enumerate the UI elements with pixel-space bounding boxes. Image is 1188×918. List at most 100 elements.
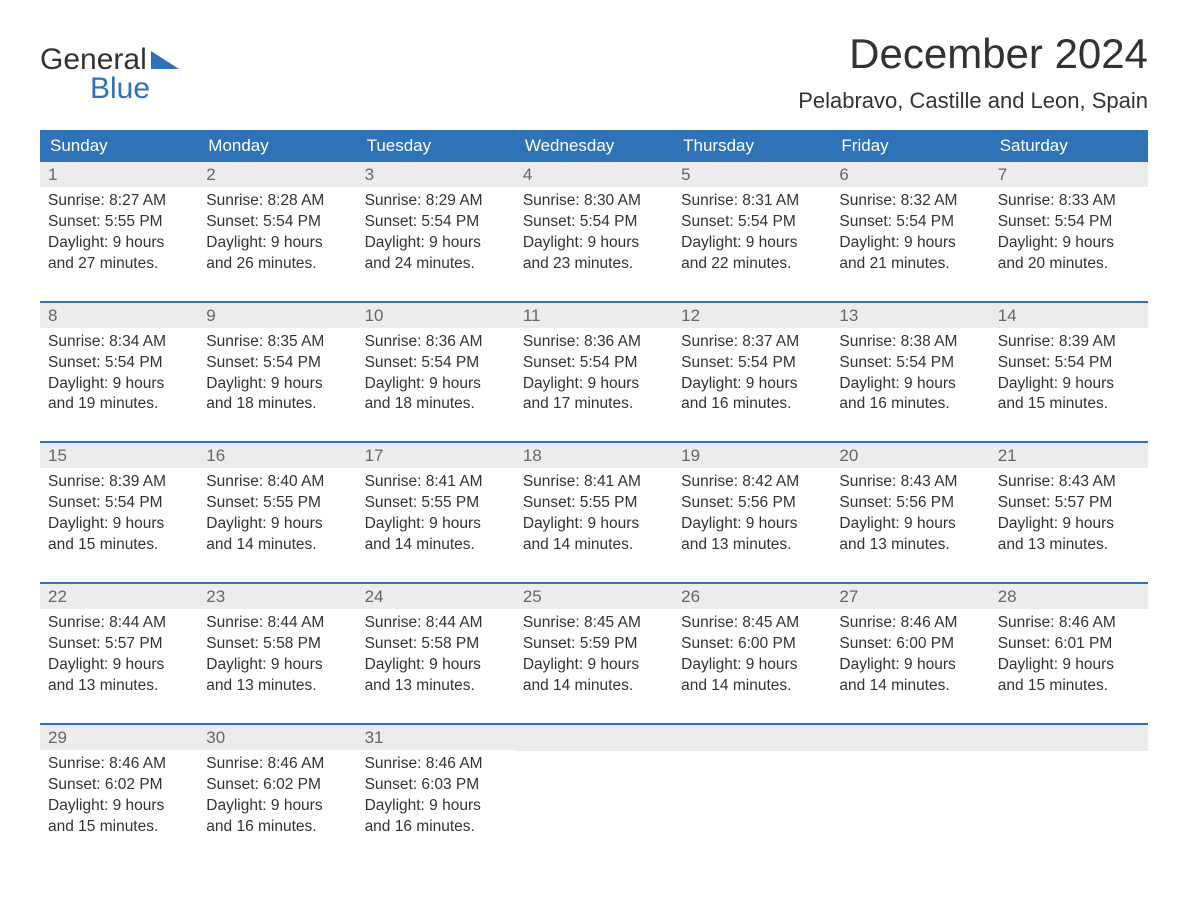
day-content: Sunrise: 8:46 AMSunset: 6:00 PMDaylight:… <box>831 609 989 705</box>
daylight-line1: Daylight: 9 hours <box>839 374 981 395</box>
day-content: Sunrise: 8:36 AMSunset: 5:54 PMDaylight:… <box>357 328 515 424</box>
empty-day-bar <box>673 725 831 751</box>
day-number: 10 <box>357 303 515 328</box>
week-row: 22Sunrise: 8:44 AMSunset: 5:57 PMDayligh… <box>40 582 1148 705</box>
sunrise-line: Sunrise: 8:39 AM <box>998 332 1140 353</box>
sunrise-line: Sunrise: 8:35 AM <box>206 332 348 353</box>
day-content: Sunrise: 8:45 AMSunset: 6:00 PMDaylight:… <box>673 609 831 705</box>
daylight-line1: Daylight: 9 hours <box>839 655 981 676</box>
day-header-thursday: Thursday <box>673 130 831 162</box>
daylight-line2: and 14 minutes. <box>839 676 981 697</box>
day-number: 27 <box>831 584 989 609</box>
day-number: 26 <box>673 584 831 609</box>
daylight-line1: Daylight: 9 hours <box>523 233 665 254</box>
sunset-line: Sunset: 5:58 PM <box>365 634 507 655</box>
daylight-line2: and 20 minutes. <box>998 254 1140 275</box>
day-number: 20 <box>831 443 989 468</box>
day-header-friday: Friday <box>831 130 989 162</box>
sunset-line: Sunset: 6:02 PM <box>206 775 348 796</box>
day-number: 28 <box>990 584 1148 609</box>
daylight-line1: Daylight: 9 hours <box>523 655 665 676</box>
daylight-line2: and 16 minutes. <box>839 394 981 415</box>
day-content: Sunrise: 8:32 AMSunset: 5:54 PMDaylight:… <box>831 187 989 283</box>
day-cell: 1Sunrise: 8:27 AMSunset: 5:55 PMDaylight… <box>40 162 198 283</box>
day-header-monday: Monday <box>198 130 356 162</box>
day-cell: 18Sunrise: 8:41 AMSunset: 5:55 PMDayligh… <box>515 443 673 564</box>
day-number: 18 <box>515 443 673 468</box>
day-cell: 4Sunrise: 8:30 AMSunset: 5:54 PMDaylight… <box>515 162 673 283</box>
sunrise-line: Sunrise: 8:46 AM <box>998 613 1140 634</box>
day-content: Sunrise: 8:41 AMSunset: 5:55 PMDaylight:… <box>515 468 673 564</box>
day-cell <box>673 725 831 846</box>
day-number: 3 <box>357 162 515 187</box>
sunset-line: Sunset: 5:54 PM <box>998 353 1140 374</box>
daylight-line2: and 17 minutes. <box>523 394 665 415</box>
day-content: Sunrise: 8:27 AMSunset: 5:55 PMDaylight:… <box>40 187 198 283</box>
daylight-line2: and 16 minutes. <box>365 817 507 838</box>
day-content: Sunrise: 8:43 AMSunset: 5:57 PMDaylight:… <box>990 468 1148 564</box>
sunset-line: Sunset: 5:54 PM <box>48 353 190 374</box>
day-content: Sunrise: 8:38 AMSunset: 5:54 PMDaylight:… <box>831 328 989 424</box>
daylight-line1: Daylight: 9 hours <box>48 233 190 254</box>
day-content: Sunrise: 8:37 AMSunset: 5:54 PMDaylight:… <box>673 328 831 424</box>
daylight-line1: Daylight: 9 hours <box>998 233 1140 254</box>
daylight-line1: Daylight: 9 hours <box>681 233 823 254</box>
day-content: Sunrise: 8:44 AMSunset: 5:58 PMDaylight:… <box>198 609 356 705</box>
day-cell: 29Sunrise: 8:46 AMSunset: 6:02 PMDayligh… <box>40 725 198 846</box>
daylight-line1: Daylight: 9 hours <box>48 655 190 676</box>
day-content: Sunrise: 8:45 AMSunset: 5:59 PMDaylight:… <box>515 609 673 705</box>
day-cell: 26Sunrise: 8:45 AMSunset: 6:00 PMDayligh… <box>673 584 831 705</box>
daylight-line2: and 13 minutes. <box>681 535 823 556</box>
day-cell: 20Sunrise: 8:43 AMSunset: 5:56 PMDayligh… <box>831 443 989 564</box>
sunrise-line: Sunrise: 8:37 AM <box>681 332 823 353</box>
sunset-line: Sunset: 5:55 PM <box>48 212 190 233</box>
daylight-line1: Daylight: 9 hours <box>365 655 507 676</box>
daylight-line1: Daylight: 9 hours <box>523 514 665 535</box>
sunrise-line: Sunrise: 8:34 AM <box>48 332 190 353</box>
day-content: Sunrise: 8:46 AMSunset: 6:02 PMDaylight:… <box>40 750 198 846</box>
day-content: Sunrise: 8:33 AMSunset: 5:54 PMDaylight:… <box>990 187 1148 283</box>
day-number: 15 <box>40 443 198 468</box>
day-number: 17 <box>357 443 515 468</box>
day-number: 16 <box>198 443 356 468</box>
day-content: Sunrise: 8:46 AMSunset: 6:03 PMDaylight:… <box>357 750 515 846</box>
empty-day-bar <box>990 725 1148 751</box>
month-title: December 2024 <box>798 30 1148 78</box>
brand-line2: Blue <box>40 75 179 104</box>
brand-logo: General Blue <box>40 30 179 103</box>
sunset-line: Sunset: 5:55 PM <box>206 493 348 514</box>
day-number: 19 <box>673 443 831 468</box>
sunrise-line: Sunrise: 8:46 AM <box>839 613 981 634</box>
sunset-line: Sunset: 5:57 PM <box>998 493 1140 514</box>
sunset-line: Sunset: 5:54 PM <box>365 212 507 233</box>
day-content: Sunrise: 8:31 AMSunset: 5:54 PMDaylight:… <box>673 187 831 283</box>
day-cell: 21Sunrise: 8:43 AMSunset: 5:57 PMDayligh… <box>990 443 1148 564</box>
daylight-line1: Daylight: 9 hours <box>365 233 507 254</box>
week-row: 8Sunrise: 8:34 AMSunset: 5:54 PMDaylight… <box>40 301 1148 424</box>
day-cell: 14Sunrise: 8:39 AMSunset: 5:54 PMDayligh… <box>990 303 1148 424</box>
day-header-tuesday: Tuesday <box>357 130 515 162</box>
daylight-line1: Daylight: 9 hours <box>681 374 823 395</box>
sunset-line: Sunset: 5:54 PM <box>681 353 823 374</box>
daylight-line1: Daylight: 9 hours <box>365 514 507 535</box>
daylight-line2: and 18 minutes. <box>206 394 348 415</box>
day-cell: 2Sunrise: 8:28 AMSunset: 5:54 PMDaylight… <box>198 162 356 283</box>
sunrise-line: Sunrise: 8:31 AM <box>681 191 823 212</box>
sunrise-line: Sunrise: 8:42 AM <box>681 472 823 493</box>
empty-day-bar <box>831 725 989 751</box>
day-number: 30 <box>198 725 356 750</box>
day-content: Sunrise: 8:28 AMSunset: 5:54 PMDaylight:… <box>198 187 356 283</box>
daylight-line1: Daylight: 9 hours <box>48 514 190 535</box>
daylight-line1: Daylight: 9 hours <box>48 374 190 395</box>
sunrise-line: Sunrise: 8:27 AM <box>48 191 190 212</box>
day-cell: 6Sunrise: 8:32 AMSunset: 5:54 PMDaylight… <box>831 162 989 283</box>
daylight-line2: and 14 minutes. <box>365 535 507 556</box>
sunset-line: Sunset: 5:54 PM <box>839 212 981 233</box>
calendar: SundayMondayTuesdayWednesdayThursdayFrid… <box>40 130 1148 845</box>
daylight-line2: and 22 minutes. <box>681 254 823 275</box>
sunrise-line: Sunrise: 8:44 AM <box>206 613 348 634</box>
day-number: 8 <box>40 303 198 328</box>
sunrise-line: Sunrise: 8:45 AM <box>523 613 665 634</box>
week-row: 29Sunrise: 8:46 AMSunset: 6:02 PMDayligh… <box>40 723 1148 846</box>
day-cell: 24Sunrise: 8:44 AMSunset: 5:58 PMDayligh… <box>357 584 515 705</box>
